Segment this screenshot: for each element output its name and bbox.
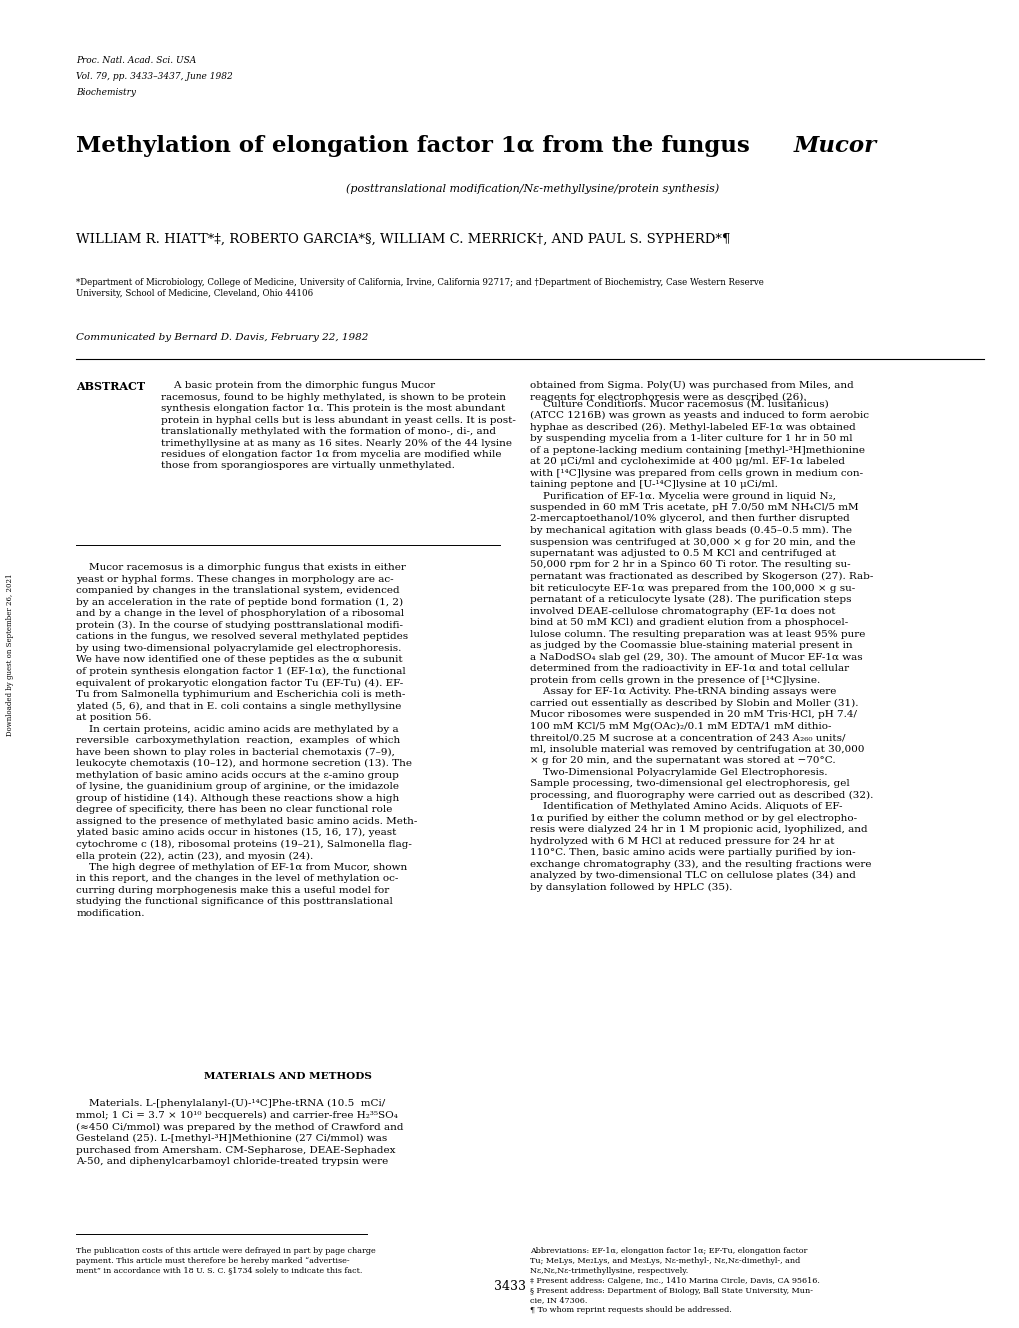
Text: Biochemistry: Biochemistry — [76, 88, 137, 97]
Text: WILLIAM R. HIATT*‡, ROBERTO GARCIA*§, WILLIAM C. MERRICK†, AND PAUL S. SYPHERD*¶: WILLIAM R. HIATT*‡, ROBERTO GARCIA*§, WI… — [76, 234, 731, 246]
Text: Culture Conditions. Mucor racemosus (M. lusitanicus)
(ATCC 1216B) was grown as y: Culture Conditions. Mucor racemosus (M. … — [530, 400, 873, 892]
Text: Mucor racemosus is a dimorphic fungus that exists in either
yeast or hyphal form: Mucor racemosus is a dimorphic fungus th… — [76, 563, 418, 918]
Text: Proc. Natl. Acad. Sci. USA: Proc. Natl. Acad. Sci. USA — [76, 56, 197, 65]
Text: The publication costs of this article were defrayed in part by page charge
payme: The publication costs of this article we… — [76, 1247, 376, 1275]
Text: Mucor: Mucor — [793, 135, 875, 157]
Text: obtained from Sigma. Poly(U) was purchased from Miles, and
reagents for electrop: obtained from Sigma. Poly(U) was purchas… — [530, 381, 853, 402]
Text: Vol. 79, pp. 3433–3437, June 1982: Vol. 79, pp. 3433–3437, June 1982 — [76, 72, 233, 81]
Text: Communicated by Bernard D. Davis, February 22, 1982: Communicated by Bernard D. Davis, Februa… — [76, 333, 369, 341]
Text: Methylation of elongation factor 1α from the fungus: Methylation of elongation factor 1α from… — [76, 135, 758, 157]
Text: (posttranslational modification/Nε-methyllysine/protein synthesis): (posttranslational modification/Nε-methy… — [345, 183, 718, 194]
Text: Downloaded by guest on September 26, 2021: Downloaded by guest on September 26, 202… — [6, 574, 14, 737]
Text: Abbreviations: EF-1α, elongation factor 1α; EF-Tu, elongation factor
Tu; MeLys, : Abbreviations: EF-1α, elongation factor … — [530, 1247, 819, 1315]
Text: ABSTRACT: ABSTRACT — [76, 381, 146, 392]
Text: A basic protein from the dimorphic fungus Mucor
racemosus, found to be highly me: A basic protein from the dimorphic fungu… — [161, 381, 516, 470]
Text: MATERIALS AND METHODS: MATERIALS AND METHODS — [204, 1072, 372, 1081]
Text: 3433: 3433 — [493, 1280, 526, 1293]
Text: Materials. L-[phenylalanyl-(U)-¹⁴C]Phe-tRNA (10.5  mCi/
mmol; 1 Ci = 3.7 × 10¹⁰ : Materials. L-[phenylalanyl-(U)-¹⁴C]Phe-t… — [76, 1100, 404, 1166]
Text: *Department of Microbiology, College of Medicine, University of California, Irvi: *Department of Microbiology, College of … — [76, 278, 763, 297]
